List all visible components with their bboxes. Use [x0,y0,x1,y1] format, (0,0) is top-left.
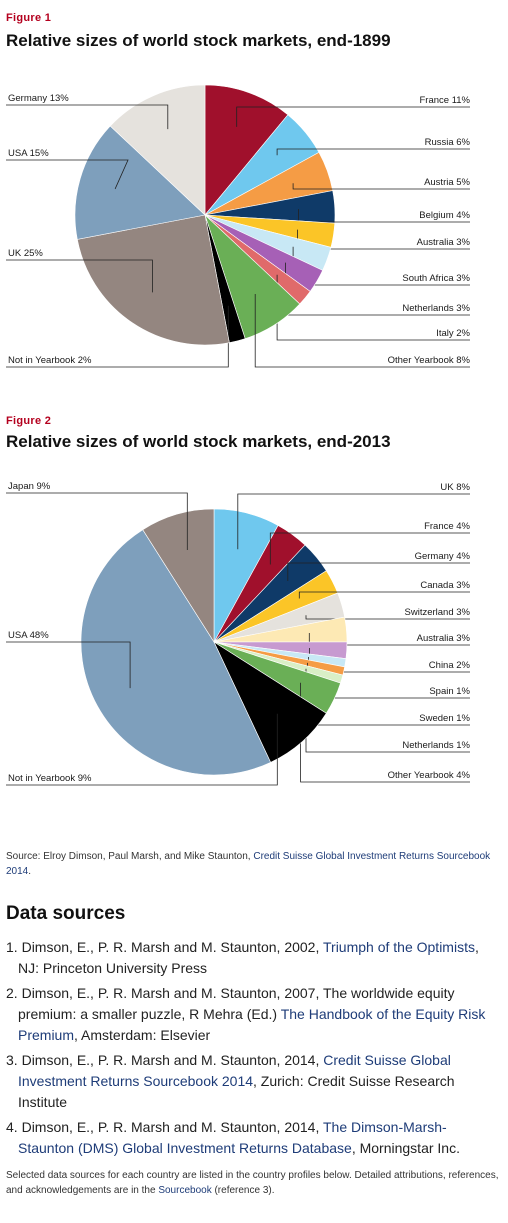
slice-label-uk-25: UK 25% [8,248,43,259]
figure-2-number: Figure 2 [6,415,52,427]
pie-slice-france-11 [204,84,289,216]
data-sources-heading: Data sources [6,903,126,924]
leader-line-not-in-yearbook-9 [6,713,278,786]
pie-chart-1899: France 11% Russia 6% Austria 5% Belgium 4% A… [6,84,471,368]
reference-text-end: , Zurich: Credit Suisse Research Institu… [18,1073,455,1110]
reference-text-end: , Morningstar Inc. [351,1140,460,1156]
reference-text: Dimson, E., P. R. Marsh and M. Staunton,… [21,1119,323,1135]
slice-label-sweden-1: Sweden 1% [419,713,470,724]
figure-1-number: Figure 1 [6,12,52,24]
slice-label-not-in-yearbook-9: Not in Yearbook 9% [8,773,92,784]
leader-line-japan-9 [6,492,188,550]
reference-number: 3. [6,1052,18,1068]
leader-line-austria-5 [292,183,470,190]
reference-item: 3. Dimson, E., P. R. Marsh and M. Staunt… [6,1050,496,1113]
slice-label-switzerland-3: Switzerland 3% [405,607,471,618]
reference-link[interactable]: Credit Suisse Global Investment Returns … [18,1052,451,1089]
slice-label-australia-3: Australia 3% [417,633,471,644]
slice-label-japan-9: Japan 9% [8,481,51,492]
source-link[interactable]: Credit Suisse Global Investment Returns … [6,851,491,877]
pie-slice-japan-9 [142,508,215,644]
slice-label-italy-2: Italy 2% [436,328,470,339]
slice-label-uk-8: UK 8% [440,482,470,493]
chart-source: Source: Elroy Dimson, Paul Marsh, and Mi… [6,849,496,879]
leader-line-russia-6 [276,148,470,156]
leader-line-uk-25 [6,259,153,293]
slice-label-russia-6: Russia 6% [425,137,471,148]
reference-link[interactable]: The Dimson-Marsh-Staunton (DMS) Global I… [18,1119,447,1156]
reference-number: 2. [6,985,18,1001]
leader-line-france-4 [269,532,470,565]
reference-item: 4. Dimson, E., P. R. Marsh and M. Staunt… [6,1117,496,1159]
source-suffix: . [28,866,32,877]
reference-text: Dimson, E., P. R. Marsh and M. Staunton,… [21,939,323,955]
leader-line-other-yearbook-8 [254,294,470,368]
slice-label-other-yearbook-4: Other Yearbook 4% [388,770,471,781]
reference-text: Dimson, E., P. R. Marsh and M. Staunton,… [21,1052,324,1068]
slice-label-germany-4: Germany 4% [415,551,471,562]
reference-list: 1. Dimson, E., P. R. Marsh and M. Staunt… [6,937,496,1163]
slice-label-austria-5: Austria 5% [424,177,470,188]
footnote-link[interactable]: Sourcebook [158,1185,212,1196]
leader-line-canada-3 [298,591,470,599]
slice-label-canada-3: Canada 3% [420,580,470,591]
slice-label-spain-1: Spain 1% [429,686,470,697]
slice-label-france-4: France 4% [424,521,470,532]
leader-line-france-11 [236,106,470,127]
leader-line-usa-48 [6,641,131,689]
reference-text-end: , Amsterdam: Elsevier [74,1027,211,1043]
reference-text: Dimson, E., P. R. Marsh and M. Staunton,… [18,985,455,1022]
footnote-text-end: (reference 3). [211,1185,275,1196]
pie-chart-2013: UK 8% France 4% Germany 4% Canada 3% Switzer… [6,481,471,786]
slice-label-belgium-4: Belgium 4% [419,210,470,221]
source-prefix: Source: Elroy Dimson, Paul Marsh, and Mi… [6,851,254,862]
leader-line-not-in-yearbook-2 [6,305,229,368]
figure-1-title: Relative sizes of world stock markets, e… [6,31,391,50]
leader-line-germany-4 [287,562,470,581]
footnote-text: Selected data sources for each country a… [6,1170,499,1196]
leader-line-switzerland-3 [305,615,470,620]
slice-label-usa-15: USA 15% [8,148,49,159]
leader-line-germany-13 [6,104,169,130]
figure-2-title: Relative sizes of world stock markets, e… [6,432,391,451]
reference-number: 4. [6,1119,18,1135]
slice-label-usa-48: USA 48% [8,630,49,641]
pie-slice-germany-13 [109,84,206,216]
reference-text-end: , NJ: Princeton University Press [18,939,479,976]
slice-label-germany-13: Germany 13% [8,93,69,104]
slice-label-not-in-yearbook-2: Not in Yearbook 2% [8,355,92,366]
footnote: Selected data sources for each country a… [6,1168,502,1198]
slice-label-netherlands-1: Netherlands 1% [402,740,470,751]
slice-label-france-11: France 11% [419,95,470,106]
reference-item: 2. Dimson, E., P. R. Marsh and M. Staunt… [6,983,496,1046]
slice-label-south-africa-3: South Africa 3% [402,273,470,284]
reference-link[interactable]: Triumph of the Optimists [323,939,475,955]
slice-label-netherlands-3: Netherlands 3% [402,303,470,314]
slice-label-australia-3: Australia 3% [417,237,471,248]
reference-item: 1. Dimson, E., P. R. Marsh and M. Staunt… [6,937,496,979]
reference-link[interactable]: The Handbook of the Equity Risk Premium [18,1006,486,1043]
pie-slice-usa-48 [80,529,272,776]
pie-slice-usa-15 [74,125,206,240]
reference-number: 1. [6,939,18,955]
slice-label-other-yearbook-8: Other Yearbook 8% [388,355,471,366]
leader-line-uk-8 [237,493,470,550]
slice-label-china-2: China 2% [429,660,471,671]
leader-line-usa-15 [6,159,129,190]
